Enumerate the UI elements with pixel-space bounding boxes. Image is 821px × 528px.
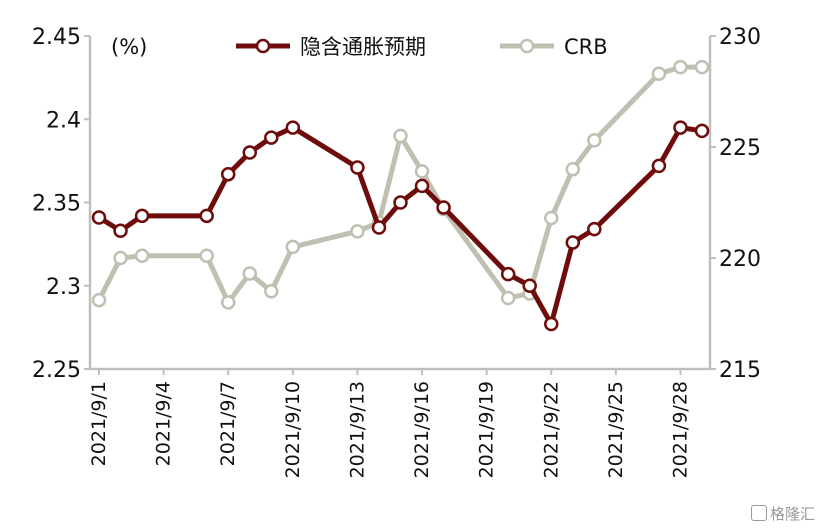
data-point-implied-inflation [522,278,537,293]
data-point-crb [651,66,667,81]
series-crb [91,59,710,310]
data-point-implied-inflation [436,200,451,215]
watermark: 格隆汇 [750,503,815,524]
data-point-implied-inflation [134,208,150,224]
right-tick-label: 215 [719,358,761,383]
x-tick-label: 2021/9/16 [411,381,433,478]
data-point-crb [91,292,107,308]
left-tick-label: 2.4 [46,108,81,133]
watermark-logo-icon [750,505,767,521]
legend: 隐含通胀预期 CRB [236,35,608,59]
data-point-implied-inflation [587,221,602,237]
data-point-crb [199,248,214,264]
x-tick-label: 2021/9/28 [669,381,691,478]
data-point-crb [242,266,257,281]
legend-marker-implied-inflation [255,38,271,54]
data-point-crb [350,224,365,239]
data-point-implied-inflation [673,120,688,135]
x-tick-label: 2021/9/4 [153,381,175,466]
legend-label-implied-inflation: 隐含通胀预期 [300,35,426,59]
right-axis-ticks: 215 220 225 230 [710,25,761,383]
left-tick-label: 2.3 [46,275,81,300]
x-tick-label: 2021/9/22 [540,381,562,478]
x-tick-label: 2021/9/19 [476,381,498,478]
series-implied-inflation [91,120,710,332]
data-point-implied-inflation [371,220,387,235]
unit-label: (%) [111,35,147,59]
right-tick-label: 220 [719,247,761,272]
right-tick-label: 230 [719,25,761,50]
data-point-implied-inflation [264,130,279,145]
data-point-crb [134,248,150,264]
series-layer [91,59,710,332]
x-tick-label: 2021/9/10 [282,381,304,478]
data-point-crb [544,210,559,226]
watermark-text: 格隆汇 [769,505,815,523]
data-point-implied-inflation [220,166,236,182]
x-tick-label: 2021/9/25 [605,381,627,478]
series-line-implied-inflation [97,125,703,327]
data-point-crb [285,239,301,255]
data-point-implied-inflation [651,158,667,174]
x-tick-label: 2021/9/1 [88,381,110,466]
data-point-crb [694,59,710,75]
data-point-implied-inflation [544,316,559,332]
data-point-implied-inflation [91,210,107,225]
data-point-implied-inflation [199,208,214,224]
data-point-implied-inflation [500,266,516,282]
data-point-crb [565,161,581,177]
data-point-crb [587,133,602,148]
data-point-implied-inflation [242,145,257,160]
data-point-implied-inflation [694,123,710,139]
data-point-crb [220,295,236,310]
left-tick-label: 2.45 [32,25,81,50]
legend-label-crb: CRB [564,35,608,59]
left-tick-label: 2.35 [32,192,81,217]
legend-marker-crb [519,38,535,54]
x-tick-label: 2021/9/7 [217,381,239,466]
data-point-implied-inflation [393,195,408,210]
right-tick-label: 225 [719,136,761,161]
data-point-crb [414,164,430,179]
data-point-implied-inflation [565,235,581,250]
x-tick-label: 2021/9/13 [346,381,368,478]
data-point-implied-inflation [414,178,430,194]
data-point-crb [673,59,688,75]
data-point-implied-inflation [350,160,365,175]
data-point-implied-inflation [285,120,301,135]
data-point-crb [393,128,408,144]
data-point-implied-inflation [113,223,128,239]
series-line-crb [96,64,702,305]
left-tick-label: 2.25 [32,358,81,383]
x-axis-ticks: 2021/9/1 2021/9/4 2021/9/7 2021/9/10 2021/9/… [88,369,691,478]
data-point-crb [113,250,128,266]
data-point-crb [500,290,516,306]
left-axis-ticks: 2.25 2.3 2.35 2.4 2.45 [32,25,90,383]
data-point-crb [264,284,279,299]
